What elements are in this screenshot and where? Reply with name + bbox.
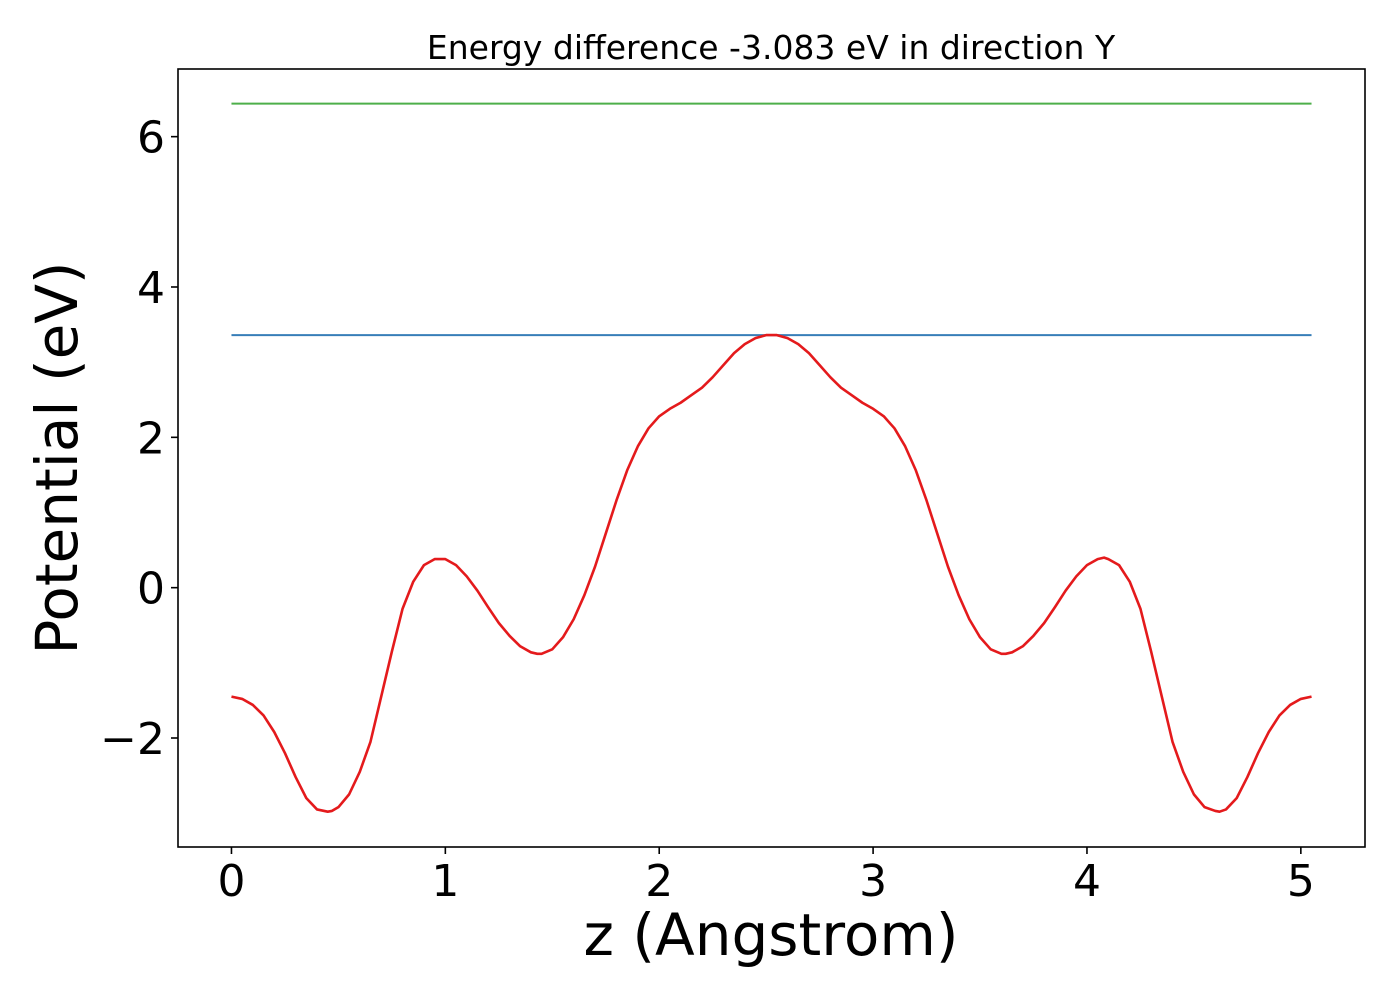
series-layer bbox=[231, 102, 1312, 813]
x-axis: 0 1 2 3 4 5 bbox=[217, 847, 1315, 907]
x-tick-label: 3 bbox=[859, 856, 887, 907]
y-tick-label: −2 bbox=[100, 714, 165, 765]
x-tick-label: 5 bbox=[1287, 856, 1315, 907]
y-tick-label: 0 bbox=[137, 564, 165, 615]
x-axis-label: z (Angstrom) bbox=[584, 901, 959, 969]
plot-frame bbox=[177, 68, 1366, 848]
y-axis-label: Potential (eV) bbox=[23, 261, 91, 654]
y-axis: −2 0 2 4 6 bbox=[100, 113, 178, 765]
y-tick-label: 6 bbox=[137, 113, 165, 164]
y-tick-label: 4 bbox=[137, 263, 165, 314]
x-tick-label: 4 bbox=[1073, 856, 1101, 907]
y-tick-label: 2 bbox=[137, 413, 165, 464]
x-tick-label: 2 bbox=[645, 856, 673, 907]
plot-area bbox=[177, 68, 1366, 848]
x-tick-label: 1 bbox=[431, 856, 459, 907]
series-line-3 bbox=[231, 333, 1312, 813]
x-tick-label: 0 bbox=[217, 856, 245, 907]
chart-title: Energy difference -3.083 eV in direction… bbox=[427, 28, 1116, 67]
